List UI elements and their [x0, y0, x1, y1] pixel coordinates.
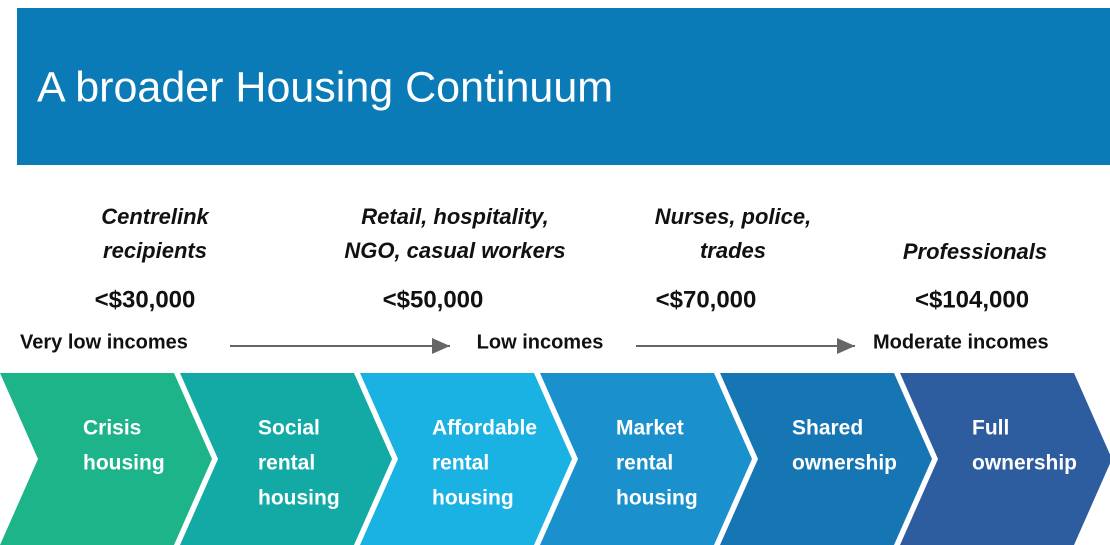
title: A broader Housing Continuum	[37, 63, 613, 111]
stage-label: Social	[258, 417, 320, 440]
income-band: Moderate incomes	[873, 331, 1049, 353]
occupation: NGO, casual workers	[344, 238, 565, 263]
stage-label: housing	[258, 487, 340, 510]
occupation: Retail, hospitality,	[361, 204, 548, 229]
occupation: trades	[700, 238, 766, 263]
income: <$104,000	[915, 286, 1029, 313]
stage-label: rental	[432, 452, 489, 475]
chevron	[180, 373, 392, 545]
income-band: Very low incomes	[20, 331, 188, 353]
chevron	[540, 373, 752, 545]
stage-label: Shared	[792, 417, 863, 440]
chevron	[0, 373, 212, 545]
stage-label: ownership	[972, 452, 1077, 475]
occupation: Centrelink	[101, 204, 210, 229]
title-banner	[17, 8, 1110, 165]
stage-label: Affordable	[432, 417, 537, 440]
chevron	[720, 373, 932, 545]
stage-label: Crisis	[83, 417, 141, 440]
income: <$30,000	[95, 286, 196, 313]
stage-label: ownership	[792, 452, 897, 475]
stage-label: rental	[616, 452, 673, 475]
income: <$50,000	[383, 286, 484, 313]
chevron	[900, 373, 1110, 545]
chevron	[360, 373, 572, 545]
stage-label: Market	[616, 417, 684, 440]
stage-label: Full	[972, 417, 1009, 440]
income: <$70,000	[656, 286, 757, 313]
stage-label: housing	[83, 452, 165, 475]
occupation: Professionals	[903, 239, 1047, 264]
occupation: recipients	[103, 238, 207, 263]
occupation: Nurses, police,	[655, 204, 812, 229]
income-band: Low incomes	[477, 331, 604, 353]
stage-label: housing	[616, 487, 698, 510]
stage-label: housing	[432, 487, 514, 510]
stage-label: rental	[258, 452, 315, 475]
